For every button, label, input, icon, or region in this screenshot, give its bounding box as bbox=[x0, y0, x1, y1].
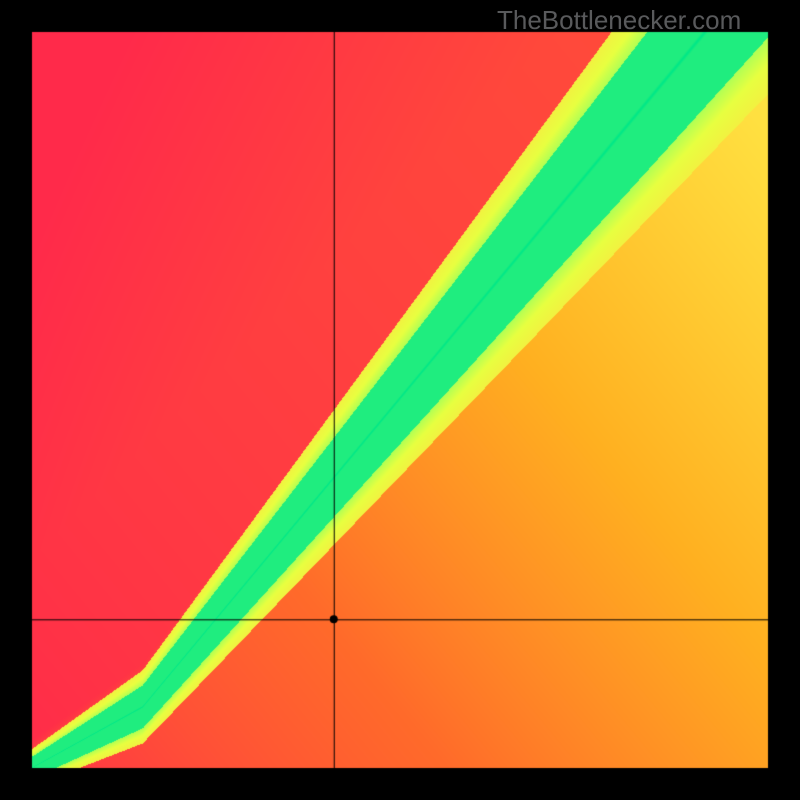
chart-container: TheBottlenecker.com bbox=[0, 0, 800, 800]
heatmap-canvas bbox=[0, 0, 800, 800]
watermark-text: TheBottlenecker.com bbox=[497, 5, 741, 36]
